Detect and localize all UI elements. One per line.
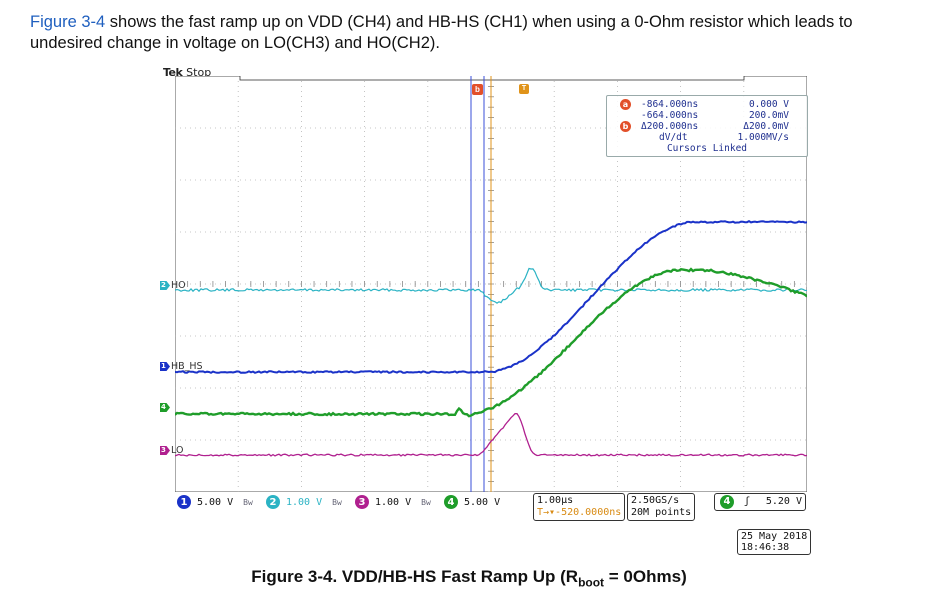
ch1-badge: 1 — [177, 495, 191, 509]
cursor-a-badge: a — [620, 99, 631, 110]
cursor-a-time: -864.000ns — [641, 99, 699, 110]
intro-text-line1: shows the fast ramp up on VDD (CH4) and … — [105, 13, 853, 31]
ch3-scale-value: 1.00 V — [375, 496, 412, 508]
sample-rate: 2.50GS/s — [631, 495, 680, 506]
ch3-marker-icon: 3 — [160, 446, 170, 455]
timestamp-box: 25 May 2018 18:46:38 — [737, 529, 812, 555]
capture-time: 18:46:38 — [741, 542, 790, 553]
channel-label-lo: 3 LO — [160, 445, 183, 456]
ch1-hb-hs-trace — [175, 220, 807, 374]
channel-label-ho: 2 HO — [160, 280, 186, 291]
intro-paragraph: Figure 3-4 shows the fast ramp up on VDD… — [30, 12, 935, 54]
trigger-readout: 4 ʃ 5.20 V — [714, 493, 806, 511]
lo-label: LO — [171, 445, 184, 456]
caption-main: Figure 3-4. VDD/HB-HS Fast Ramp Up (R — [251, 567, 579, 586]
cursor-delta-time: Δ200.000ns — [641, 121, 699, 132]
ch4-badge: 4 — [444, 495, 458, 509]
record-view-bar — [239, 76, 745, 81]
cursor-delta-volt: Δ200.0mV — [743, 121, 789, 132]
trigger-slope-icon: ʃ — [744, 496, 751, 507]
ch3-badge: 3 — [355, 495, 369, 509]
record-length: 20M points — [631, 507, 692, 518]
cursor-readout-panel: a -864.000ns 0.000 V -664.000ns 200.0mV … — [606, 95, 808, 157]
channel-label-ch4: 4 — [160, 403, 171, 412]
ch1-scale: 1 5.00 V Bw — [177, 495, 253, 509]
time-per-div: 1.00µs — [537, 495, 574, 506]
ch4-scale: 4 5.00 V — [444, 495, 500, 509]
dvdt-label: dV/dt — [659, 132, 688, 143]
figure-caption: Figure 3-4. VDD/HB-HS Fast Ramp Up (Rboo… — [0, 567, 938, 589]
ch4-scale-value: 5.00 V — [464, 496, 501, 508]
intro-text-line2: undesired change in voltage on LO(CH3) a… — [30, 34, 440, 52]
ch3-lo-trace — [175, 413, 807, 457]
ch4-vdd-trace — [175, 267, 807, 418]
ch4-marker-icon: 4 — [160, 403, 170, 412]
horizontal-readout: 1.00µs T→▾-520.0000ns — [533, 493, 626, 521]
channel-label-hb-hs: 1 HB_HS — [160, 361, 203, 372]
ho-label: HO — [171, 280, 186, 291]
bw-limit-icon: Bw — [243, 497, 253, 507]
trigger-channel-badge: 4 — [720, 495, 734, 509]
caption-sub: boot — [578, 575, 605, 590]
cursor-b-time: -664.000ns — [641, 110, 699, 121]
dvdt-value: 1.000MV/s — [737, 132, 789, 143]
ch2-scale-value: 1.00 V — [286, 496, 323, 508]
caption-tail: = 0Ohms) — [604, 567, 687, 586]
bw-limit-icon: Bw — [421, 497, 431, 507]
bw-limit-icon: Bw — [332, 497, 342, 507]
ch2-marker-icon: 2 — [160, 281, 170, 290]
trigger-level: 5.20 V — [765, 496, 802, 507]
ch3-scale: 3 1.00 V Bw — [355, 495, 431, 509]
cursors-linked-label: Cursors Linked — [666, 143, 748, 154]
cursor-a-volt: 0.000 V — [748, 99, 789, 110]
cursor-b-top-badge: b — [472, 84, 483, 95]
horizontal-position: T→▾-520.0000ns — [537, 507, 622, 518]
figure-link[interactable]: Figure 3-4 — [30, 13, 106, 31]
trigger-position-icon: T — [519, 84, 529, 94]
oscilloscope-screenshot: Tek Stop a -864.000ns 0.000 V -664.000ns… — [160, 66, 814, 558]
capture-date: 25 May 2018 — [741, 531, 808, 542]
scope-status-bar: 1 5.00 V Bw 2 1.00 V Bw 3 1.00 V Bw 4 5.00 V 1.… — [175, 493, 815, 521]
cursor-b-volt: 200.0mV — [748, 110, 789, 121]
hb-hs-label: HB_HS — [171, 361, 203, 372]
ch2-ho-trace — [175, 267, 807, 304]
ch2-scale: 2 1.00 V Bw — [266, 495, 342, 509]
ch1-marker-icon: 1 — [160, 362, 170, 371]
acquisition-readout: 2.50GS/s 20M points — [627, 493, 696, 521]
cursor-b-badge: b — [620, 121, 631, 132]
ch2-badge: 2 — [266, 495, 280, 509]
ch1-scale-value: 5.00 V — [197, 496, 234, 508]
